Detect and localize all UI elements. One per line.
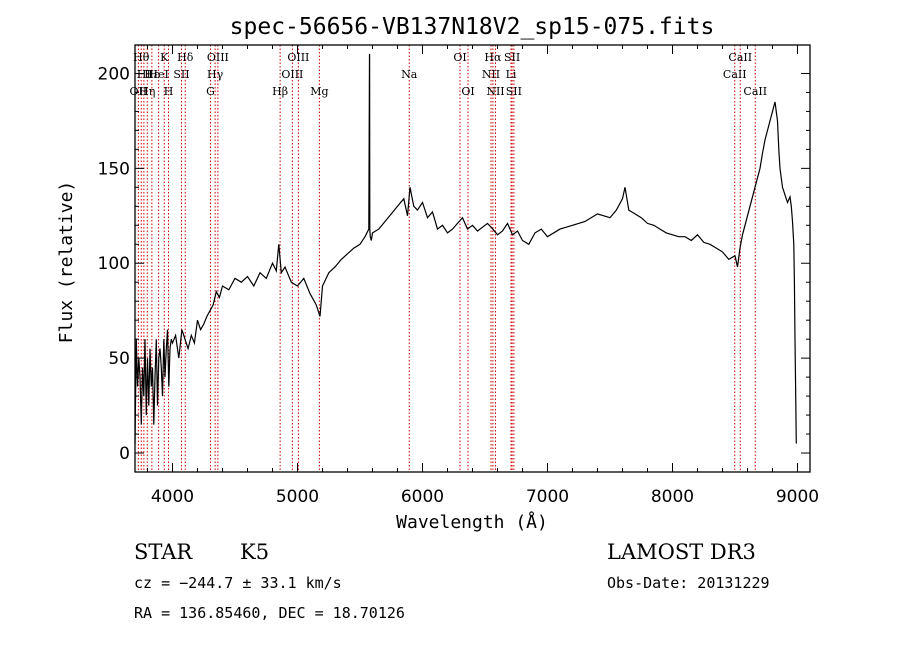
spectral-line-label: G	[206, 85, 215, 98]
x-tick-label: 8000	[651, 487, 694, 507]
spectral-line-label: SII	[506, 85, 522, 98]
y-axis-label: Flux (relative)	[56, 181, 77, 344]
spectral-line-label: Hα	[484, 51, 502, 64]
spectral-line-label: NII	[486, 85, 504, 98]
spectral-line-label: Hγ	[207, 68, 224, 81]
y-tick-label: 150	[98, 159, 130, 179]
spectral-line-label: Hη	[139, 85, 155, 98]
spectral-line-label: OIII	[287, 51, 309, 64]
spectral-line-label: Li	[506, 68, 517, 81]
spectral-line-label: Hθ	[133, 51, 150, 64]
spectral-line-label: NII	[482, 68, 500, 81]
observation-date: Obs-Date: 20131229	[607, 574, 770, 592]
spectral-line-label: OI	[461, 85, 474, 98]
x-axis: 4000 5000 6000 7000 8000 9000	[147, 45, 819, 507]
spectral-line-label: SII	[173, 68, 189, 81]
spectral-line-label: Hε	[144, 68, 160, 81]
survey-name: LAMOST DR3	[607, 540, 756, 564]
spectral-line-label: CaII	[743, 85, 767, 98]
plot-frame	[134, 44, 811, 473]
chart-title: spec-56656-VB137N18V2_sp15-075.fits	[230, 14, 715, 40]
spectral-line-label: H	[164, 85, 174, 98]
spectral-line-label: Mg	[310, 85, 328, 98]
x-axis-label: Wavelength (Å)	[396, 511, 548, 533]
x-tick-label: 5000	[276, 487, 319, 507]
spectral-line-label: OIII	[281, 68, 303, 81]
object-class: STAR	[134, 540, 193, 564]
radial-velocity: cz = −244.7 ± 33.1 km/s	[134, 574, 342, 592]
spectral-line-label: OII	[130, 85, 148, 98]
spectral-line-label: OI	[453, 51, 466, 64]
spectral-line-label: Hδ	[177, 51, 194, 64]
y-tick-label: 200	[98, 64, 130, 84]
y-axis: 0 50 100 150 200	[98, 64, 810, 464]
x-tick-label: 7000	[526, 487, 569, 507]
spectral-line-label: CaII	[728, 51, 752, 64]
x-tick-label: 4000	[151, 487, 194, 507]
spectral-line-label: Hβ	[272, 85, 288, 98]
y-tick-label: 50	[108, 349, 130, 369]
spectral-line-label: OIII	[207, 51, 229, 64]
spectral-line-markers	[137, 45, 756, 472]
object-subclass: K5	[240, 540, 270, 564]
sky-coordinates: RA = 136.85460, DEC = 18.70126	[134, 604, 405, 622]
spectral-line-label: Na	[401, 68, 418, 81]
spectrum-line	[134, 53, 797, 444]
spectral-line-label: HI	[137, 68, 151, 81]
x-tick-label: 6000	[401, 487, 444, 507]
spectral-line-label: SII	[504, 51, 520, 64]
spectral-line-label: K	[160, 51, 169, 64]
y-tick-label: 0	[119, 444, 130, 464]
spectral-line-label: HeI	[148, 68, 168, 81]
x-tick-label: 9000	[776, 487, 819, 507]
spectral-line-label: CaII	[723, 68, 747, 81]
y-tick-label: 100	[98, 254, 130, 274]
